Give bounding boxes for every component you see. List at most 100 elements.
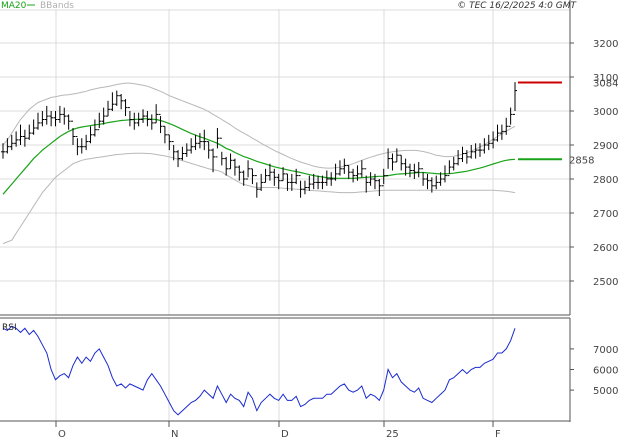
price-bar bbox=[145, 111, 150, 127]
time-tick-label: N bbox=[171, 429, 178, 440]
price-bar bbox=[491, 131, 496, 149]
price-bar bbox=[346, 164, 351, 179]
price-bar bbox=[359, 160, 364, 178]
price-bar bbox=[180, 146, 185, 161]
price-bar bbox=[368, 172, 373, 186]
price-bar bbox=[158, 113, 163, 134]
price-bar bbox=[66, 114, 71, 130]
price-bar bbox=[176, 150, 181, 168]
ma20-layer bbox=[2, 118, 516, 195]
price-y-axis: 2500 2600 2700 2800 2900 3000 3100 3200 bbox=[570, 39, 618, 288]
price-bar bbox=[329, 172, 334, 186]
price-bar bbox=[425, 173, 430, 190]
resistance-level-label: 3084 bbox=[593, 78, 618, 89]
price-bar bbox=[333, 163, 338, 181]
price-bar bbox=[460, 146, 465, 162]
price-bar bbox=[307, 175, 312, 191]
price-bar bbox=[193, 134, 198, 151]
price-bar bbox=[119, 94, 124, 110]
price-bar bbox=[294, 168, 299, 185]
price-bar bbox=[53, 111, 58, 127]
price-bar bbox=[9, 134, 14, 151]
price-bar bbox=[101, 107, 106, 125]
bbands-lower-line bbox=[2, 152, 516, 245]
rsi-title: RSI bbox=[2, 323, 17, 333]
price-bar bbox=[469, 145, 474, 159]
price-bar bbox=[499, 124, 504, 140]
price-bar bbox=[84, 134, 89, 151]
price-bar bbox=[132, 112, 137, 130]
price-bar bbox=[149, 114, 154, 130]
price-bar bbox=[289, 173, 294, 191]
price-bar bbox=[250, 168, 255, 185]
price-bar bbox=[49, 111, 54, 127]
time-tick-label: F bbox=[495, 429, 501, 440]
price-bar bbox=[320, 175, 325, 190]
price-bar bbox=[447, 160, 452, 177]
price-bar bbox=[127, 107, 132, 127]
price-tick-label: 2800 bbox=[593, 175, 618, 186]
price-bar bbox=[237, 165, 242, 181]
price-bar bbox=[434, 175, 439, 190]
price-bar bbox=[386, 148, 391, 177]
price-bar bbox=[412, 163, 417, 179]
time-tick-label: 25 bbox=[386, 429, 399, 440]
rsi-y-axis: 5000 6000 7000 bbox=[570, 345, 618, 397]
price-tick-label: 2600 bbox=[593, 243, 618, 254]
price-bar bbox=[241, 170, 246, 186]
rsi-layer bbox=[2, 325, 516, 416]
price-bar bbox=[263, 168, 268, 183]
price-bar bbox=[421, 168, 426, 186]
price-bar bbox=[259, 173, 264, 191]
price-bar bbox=[71, 120, 76, 145]
price-bar bbox=[311, 173, 316, 190]
price-bar bbox=[438, 172, 443, 186]
price-bar bbox=[106, 100, 111, 117]
price-tick-label: 3000 bbox=[593, 107, 618, 118]
price-bar bbox=[351, 168, 356, 183]
price-bar bbox=[97, 112, 102, 131]
price-bar bbox=[123, 99, 128, 117]
price-bar bbox=[189, 138, 194, 154]
price-bar bbox=[451, 156, 456, 171]
price-bar bbox=[154, 104, 159, 124]
price-bar bbox=[206, 141, 211, 159]
price-bar bbox=[456, 150, 461, 166]
price-bar bbox=[22, 129, 27, 147]
rsi-tick-label: 6000 bbox=[593, 366, 618, 377]
price-bar bbox=[162, 125, 167, 144]
price-bar bbox=[254, 175, 259, 198]
rsi-tick-label: 7000 bbox=[593, 345, 618, 356]
ma-level-level-label: 2858 bbox=[569, 155, 594, 166]
main-panel-background bbox=[0, 9, 570, 315]
price-bar bbox=[302, 180, 307, 195]
price-bar bbox=[482, 138, 487, 154]
price-bar bbox=[381, 168, 386, 187]
price-bar bbox=[110, 92, 115, 111]
price-tick-label: 3100 bbox=[593, 73, 618, 84]
price-bar bbox=[486, 134, 491, 151]
price-bar bbox=[62, 107, 67, 125]
x-axis: O N D 25 F bbox=[55, 421, 501, 440]
price-bar bbox=[141, 109, 146, 123]
price-bar bbox=[377, 179, 382, 196]
price-bar bbox=[79, 138, 84, 154]
price-bar bbox=[202, 129, 207, 151]
rsi-line bbox=[2, 325, 516, 416]
price-bar bbox=[136, 112, 141, 127]
price-bar bbox=[508, 107, 513, 127]
ma20-line bbox=[2, 118, 516, 195]
price-bar bbox=[407, 163, 412, 178]
rsi-tick-label: 5000 bbox=[593, 386, 618, 397]
price-bar bbox=[27, 124, 32, 140]
rsi-grid bbox=[55, 318, 494, 421]
price-bar bbox=[372, 173, 377, 190]
price-bar bbox=[57, 105, 62, 123]
price-bar bbox=[442, 165, 447, 183]
rsi-panel-background bbox=[0, 318, 570, 421]
price-bar bbox=[390, 153, 395, 171]
price-bar bbox=[355, 165, 360, 181]
price-tick-label: 2900 bbox=[593, 141, 618, 152]
bbands-layer bbox=[2, 82, 516, 245]
bbands-upper-line bbox=[2, 82, 516, 169]
